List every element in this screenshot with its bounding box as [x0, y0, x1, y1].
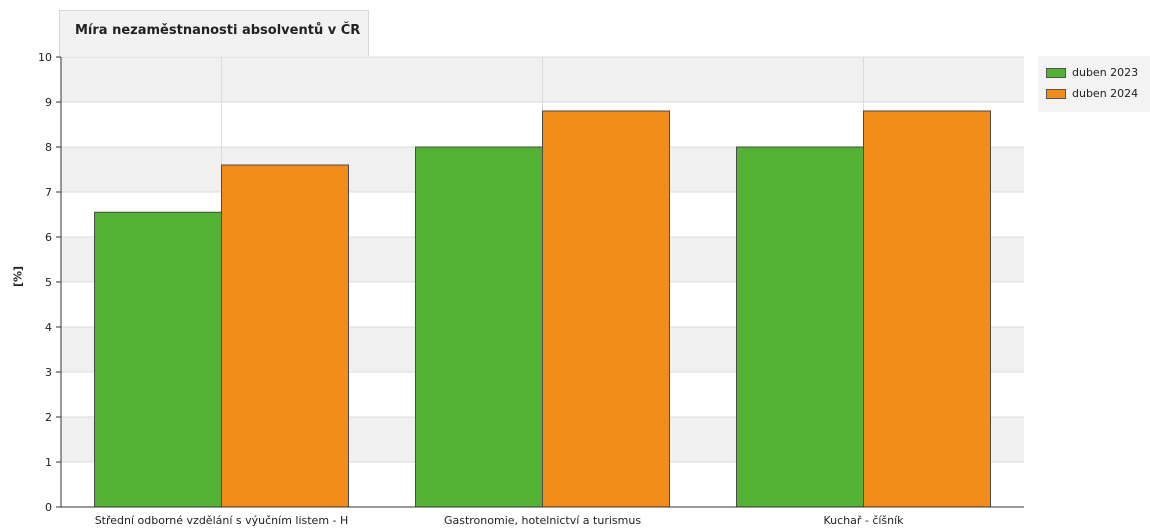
y-tick-label: 8	[45, 141, 52, 154]
x-tick-label: Kuchař - číšník	[823, 514, 904, 527]
chart-title-box: Míra nezaměstnanosti absolventů v ČR	[59, 10, 369, 56]
y-tick-label: 6	[45, 231, 52, 244]
x-tick-label: Gastronomie, hotelnictví a turismus	[444, 514, 641, 527]
bar	[415, 146, 543, 508]
bar	[863, 110, 991, 508]
legend: duben 2023 duben 2024	[1038, 56, 1150, 112]
bars	[94, 110, 991, 508]
y-tick-label: 5	[45, 276, 52, 289]
bar	[542, 110, 670, 508]
legend-item: duben 2024	[1046, 83, 1150, 104]
bar	[736, 146, 864, 508]
legend-swatch	[1046, 67, 1066, 78]
y-tick-label: 10	[38, 51, 52, 64]
legend-label: duben 2024	[1072, 87, 1139, 100]
legend-swatch	[1046, 88, 1066, 99]
y-tick-label: 4	[45, 321, 52, 334]
bar	[221, 164, 349, 508]
y-tick-label: 2	[45, 411, 52, 424]
y-tick-label: 7	[45, 186, 52, 199]
x-tick-labels: Střední odborné vzdělání s výučním liste…	[95, 514, 904, 527]
y-tick-label: 9	[45, 96, 52, 109]
y-tick-label: 0	[45, 501, 52, 514]
y-tick-label: 3	[45, 366, 52, 379]
y-tick-label: 1	[45, 456, 52, 469]
axes	[56, 56, 1024, 508]
bar	[94, 211, 222, 508]
y-axis-label: [%]	[11, 265, 25, 288]
y-tick-labels: 0 1 2 3 4 5 6 7 8 9 10	[38, 51, 52, 514]
chart-title: Míra nezaměstnanosti absolventů v ČR	[75, 23, 361, 38]
legend-item: duben 2023	[1046, 62, 1150, 83]
x-tick-label: Střední odborné vzdělání s výučním liste…	[95, 514, 349, 527]
legend-label: duben 2023	[1072, 66, 1139, 79]
